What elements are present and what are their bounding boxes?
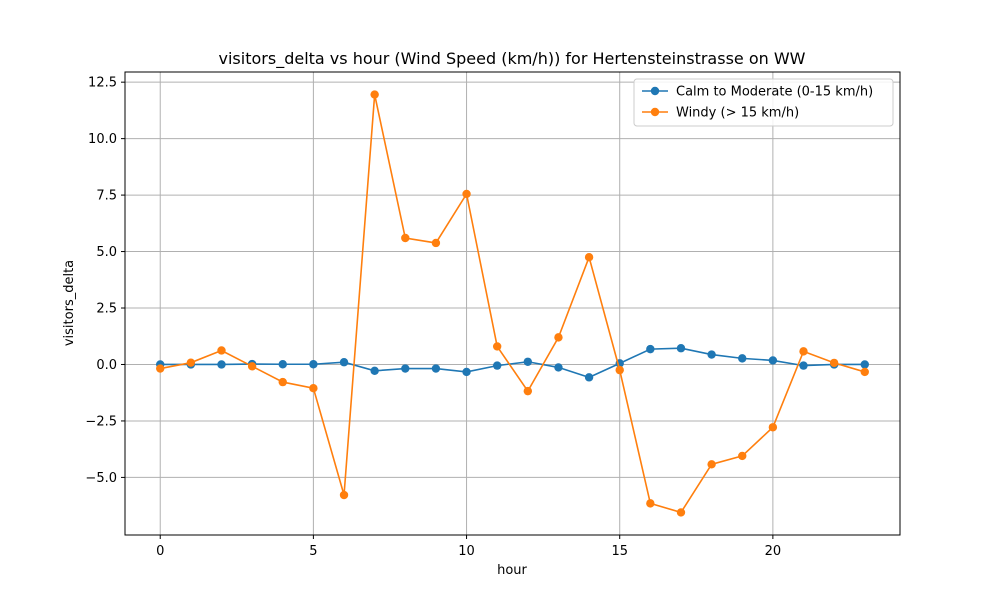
- data-point: [431, 364, 441, 373]
- data-point: [186, 358, 196, 367]
- legend-label: Windy (> 15 km/h): [676, 106, 799, 121]
- y-tick-label: 5.0: [96, 245, 117, 260]
- data-point: [370, 90, 379, 99]
- y-tick-label: 10.0: [88, 132, 117, 147]
- data-point: [309, 383, 318, 393]
- data-point: [217, 360, 226, 369]
- legend: Calm to Moderate (0-15 km/h) Windy (> 15 …: [633, 78, 894, 127]
- data-point: [676, 344, 686, 353]
- data-point: [707, 460, 716, 469]
- data-point: [615, 365, 624, 375]
- x-tick-label: 5: [309, 544, 317, 559]
- x-tick-label: 0: [156, 544, 164, 559]
- data-point: [462, 189, 471, 199]
- data-point: [584, 253, 594, 262]
- data-point: [401, 233, 410, 243]
- data-point: [707, 350, 716, 359]
- y-axis-label: visitors_delta: [62, 260, 77, 346]
- x-tick-label: 20: [765, 544, 782, 559]
- plot-frame: [124, 71, 901, 536]
- data-point: [217, 346, 226, 355]
- x-axis: 0 5 10 15 20: [156, 535, 781, 559]
- legend-swatch-marker: [650, 86, 660, 96]
- y-tick-label: 7.5: [96, 189, 117, 204]
- data-point: [309, 360, 318, 369]
- y-tick-label: 2.5: [96, 302, 117, 317]
- series-1: [156, 90, 869, 517]
- legend-entry: Windy (> 15 km/h): [642, 106, 799, 121]
- x-tick-label: 15: [611, 544, 628, 559]
- legend-entry: Calm to Moderate (0-15 km/h): [642, 85, 873, 100]
- data-point: [339, 490, 349, 500]
- y-tick-label: 12.5: [88, 76, 117, 91]
- legend-label: Calm to Moderate (0-15 km/h): [676, 85, 873, 100]
- legend-box: [633, 78, 894, 127]
- series-line: [160, 347, 865, 379]
- data-point: [584, 373, 594, 382]
- data-point: [339, 358, 349, 367]
- legend-swatch-marker: [650, 107, 660, 117]
- data-point: [799, 361, 808, 370]
- data-point: [738, 451, 747, 461]
- data-point: [860, 360, 869, 369]
- chart-title: visitors_delta vs hour (Wind Speed (km/h…: [219, 49, 806, 69]
- data-point: [492, 361, 502, 370]
- data-point: [768, 423, 778, 432]
- series-line: [160, 94, 865, 514]
- data-point: [523, 386, 533, 396]
- y-tick-label: −5.0: [85, 471, 117, 486]
- data-point: [156, 364, 165, 373]
- series-0: [156, 344, 869, 382]
- y-axis: −5.0 −2.5 0.0 2.5 5.0 7.5 10.0 12.5: [85, 76, 125, 486]
- data-point: [278, 377, 287, 387]
- data-point: [462, 367, 471, 377]
- data-point: [401, 364, 410, 373]
- data-point: [554, 333, 563, 342]
- data-point: [554, 363, 563, 372]
- y-tick-label: −2.5: [85, 414, 117, 429]
- data-point: [860, 367, 869, 377]
- data-point: [247, 362, 257, 371]
- y-tick-label: 0.0: [96, 358, 117, 373]
- data-point: [646, 499, 655, 508]
- data-point: [829, 358, 839, 368]
- series-area: [156, 90, 869, 517]
- x-tick-label: 10: [458, 544, 475, 559]
- data-point: [799, 347, 808, 356]
- data-point: [370, 366, 379, 376]
- data-point: [278, 360, 287, 369]
- data-point: [646, 344, 655, 354]
- data-point: [768, 356, 778, 365]
- data-point: [738, 354, 747, 363]
- data-point: [676, 508, 686, 517]
- data-point: [523, 357, 533, 366]
- data-point: [492, 342, 502, 351]
- x-axis-label: hour: [497, 563, 527, 578]
- data-point: [431, 238, 441, 248]
